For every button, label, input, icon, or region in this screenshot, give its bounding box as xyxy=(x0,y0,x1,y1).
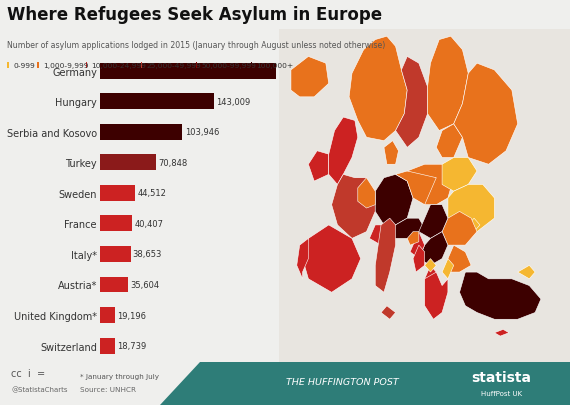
Text: 143,009: 143,009 xyxy=(216,98,250,107)
Polygon shape xyxy=(442,212,477,245)
Text: 0-999: 0-999 xyxy=(13,63,35,69)
Text: 100,000+: 100,000+ xyxy=(256,63,294,69)
Polygon shape xyxy=(396,57,428,148)
Polygon shape xyxy=(413,245,425,273)
Bar xyxy=(100,64,276,79)
Polygon shape xyxy=(419,232,448,266)
Bar xyxy=(100,185,135,201)
Text: 40,407: 40,407 xyxy=(134,220,163,228)
Text: 70,848: 70,848 xyxy=(158,158,188,167)
Polygon shape xyxy=(448,245,471,273)
Polygon shape xyxy=(459,273,541,320)
Polygon shape xyxy=(442,259,454,279)
Polygon shape xyxy=(349,37,407,141)
Polygon shape xyxy=(160,362,570,405)
Text: 38,653: 38,653 xyxy=(133,250,162,259)
Polygon shape xyxy=(291,57,329,98)
Text: 103,946: 103,946 xyxy=(185,128,219,137)
Bar xyxy=(100,307,115,323)
Polygon shape xyxy=(369,225,390,245)
Polygon shape xyxy=(407,165,454,205)
Polygon shape xyxy=(410,232,425,259)
Text: 1,000-9,999: 1,000-9,999 xyxy=(43,63,88,69)
Polygon shape xyxy=(425,266,436,286)
Polygon shape xyxy=(381,306,396,320)
Polygon shape xyxy=(297,239,308,279)
Text: statista: statista xyxy=(471,370,532,384)
Bar xyxy=(100,277,128,293)
Bar xyxy=(100,94,214,110)
Polygon shape xyxy=(375,219,396,292)
Polygon shape xyxy=(419,205,448,239)
Text: cc  i  =: cc i = xyxy=(11,369,46,378)
Text: 221,933: 221,933 xyxy=(279,67,313,76)
Text: 44,512: 44,512 xyxy=(137,189,166,198)
Text: 19,196: 19,196 xyxy=(117,311,146,320)
Polygon shape xyxy=(425,259,436,273)
Polygon shape xyxy=(308,151,329,181)
Polygon shape xyxy=(442,158,477,192)
Polygon shape xyxy=(384,141,398,165)
Bar xyxy=(100,246,131,262)
Polygon shape xyxy=(425,273,448,320)
Text: 25,000-49,999: 25,000-49,999 xyxy=(146,63,201,69)
Text: 35,604: 35,604 xyxy=(131,280,160,289)
Bar xyxy=(100,155,156,171)
Polygon shape xyxy=(358,178,375,209)
Polygon shape xyxy=(454,64,518,165)
Text: Where Refugees Seek Asylum in Europe: Where Refugees Seek Asylum in Europe xyxy=(7,6,382,24)
Polygon shape xyxy=(396,172,436,205)
Text: * January through July: * January through July xyxy=(80,373,159,379)
Polygon shape xyxy=(390,219,425,239)
Text: 50,000-99,999: 50,000-99,999 xyxy=(201,63,256,69)
Polygon shape xyxy=(469,219,480,232)
Text: Source: UNHCR: Source: UNHCR xyxy=(80,386,136,392)
Polygon shape xyxy=(428,37,469,131)
Bar xyxy=(100,124,182,140)
Text: Number of asylum applications lodged in 2015 (January through August unless note: Number of asylum applications lodged in … xyxy=(7,40,386,49)
Polygon shape xyxy=(436,124,462,158)
Text: 10,000-24,999: 10,000-24,999 xyxy=(91,63,146,69)
Text: @StatistaCharts: @StatistaCharts xyxy=(11,386,68,392)
Bar xyxy=(100,338,115,354)
Text: THE HUFFINGTON POST: THE HUFFINGTON POST xyxy=(286,377,398,386)
Polygon shape xyxy=(332,175,375,239)
Polygon shape xyxy=(375,175,413,225)
Polygon shape xyxy=(407,232,419,245)
Polygon shape xyxy=(329,118,358,185)
Polygon shape xyxy=(303,225,361,292)
Text: 18,739: 18,739 xyxy=(117,341,146,350)
Polygon shape xyxy=(518,266,535,279)
Polygon shape xyxy=(494,330,509,336)
Polygon shape xyxy=(448,185,494,232)
Text: HuffPost UK: HuffPost UK xyxy=(481,390,522,396)
Bar xyxy=(100,216,132,232)
